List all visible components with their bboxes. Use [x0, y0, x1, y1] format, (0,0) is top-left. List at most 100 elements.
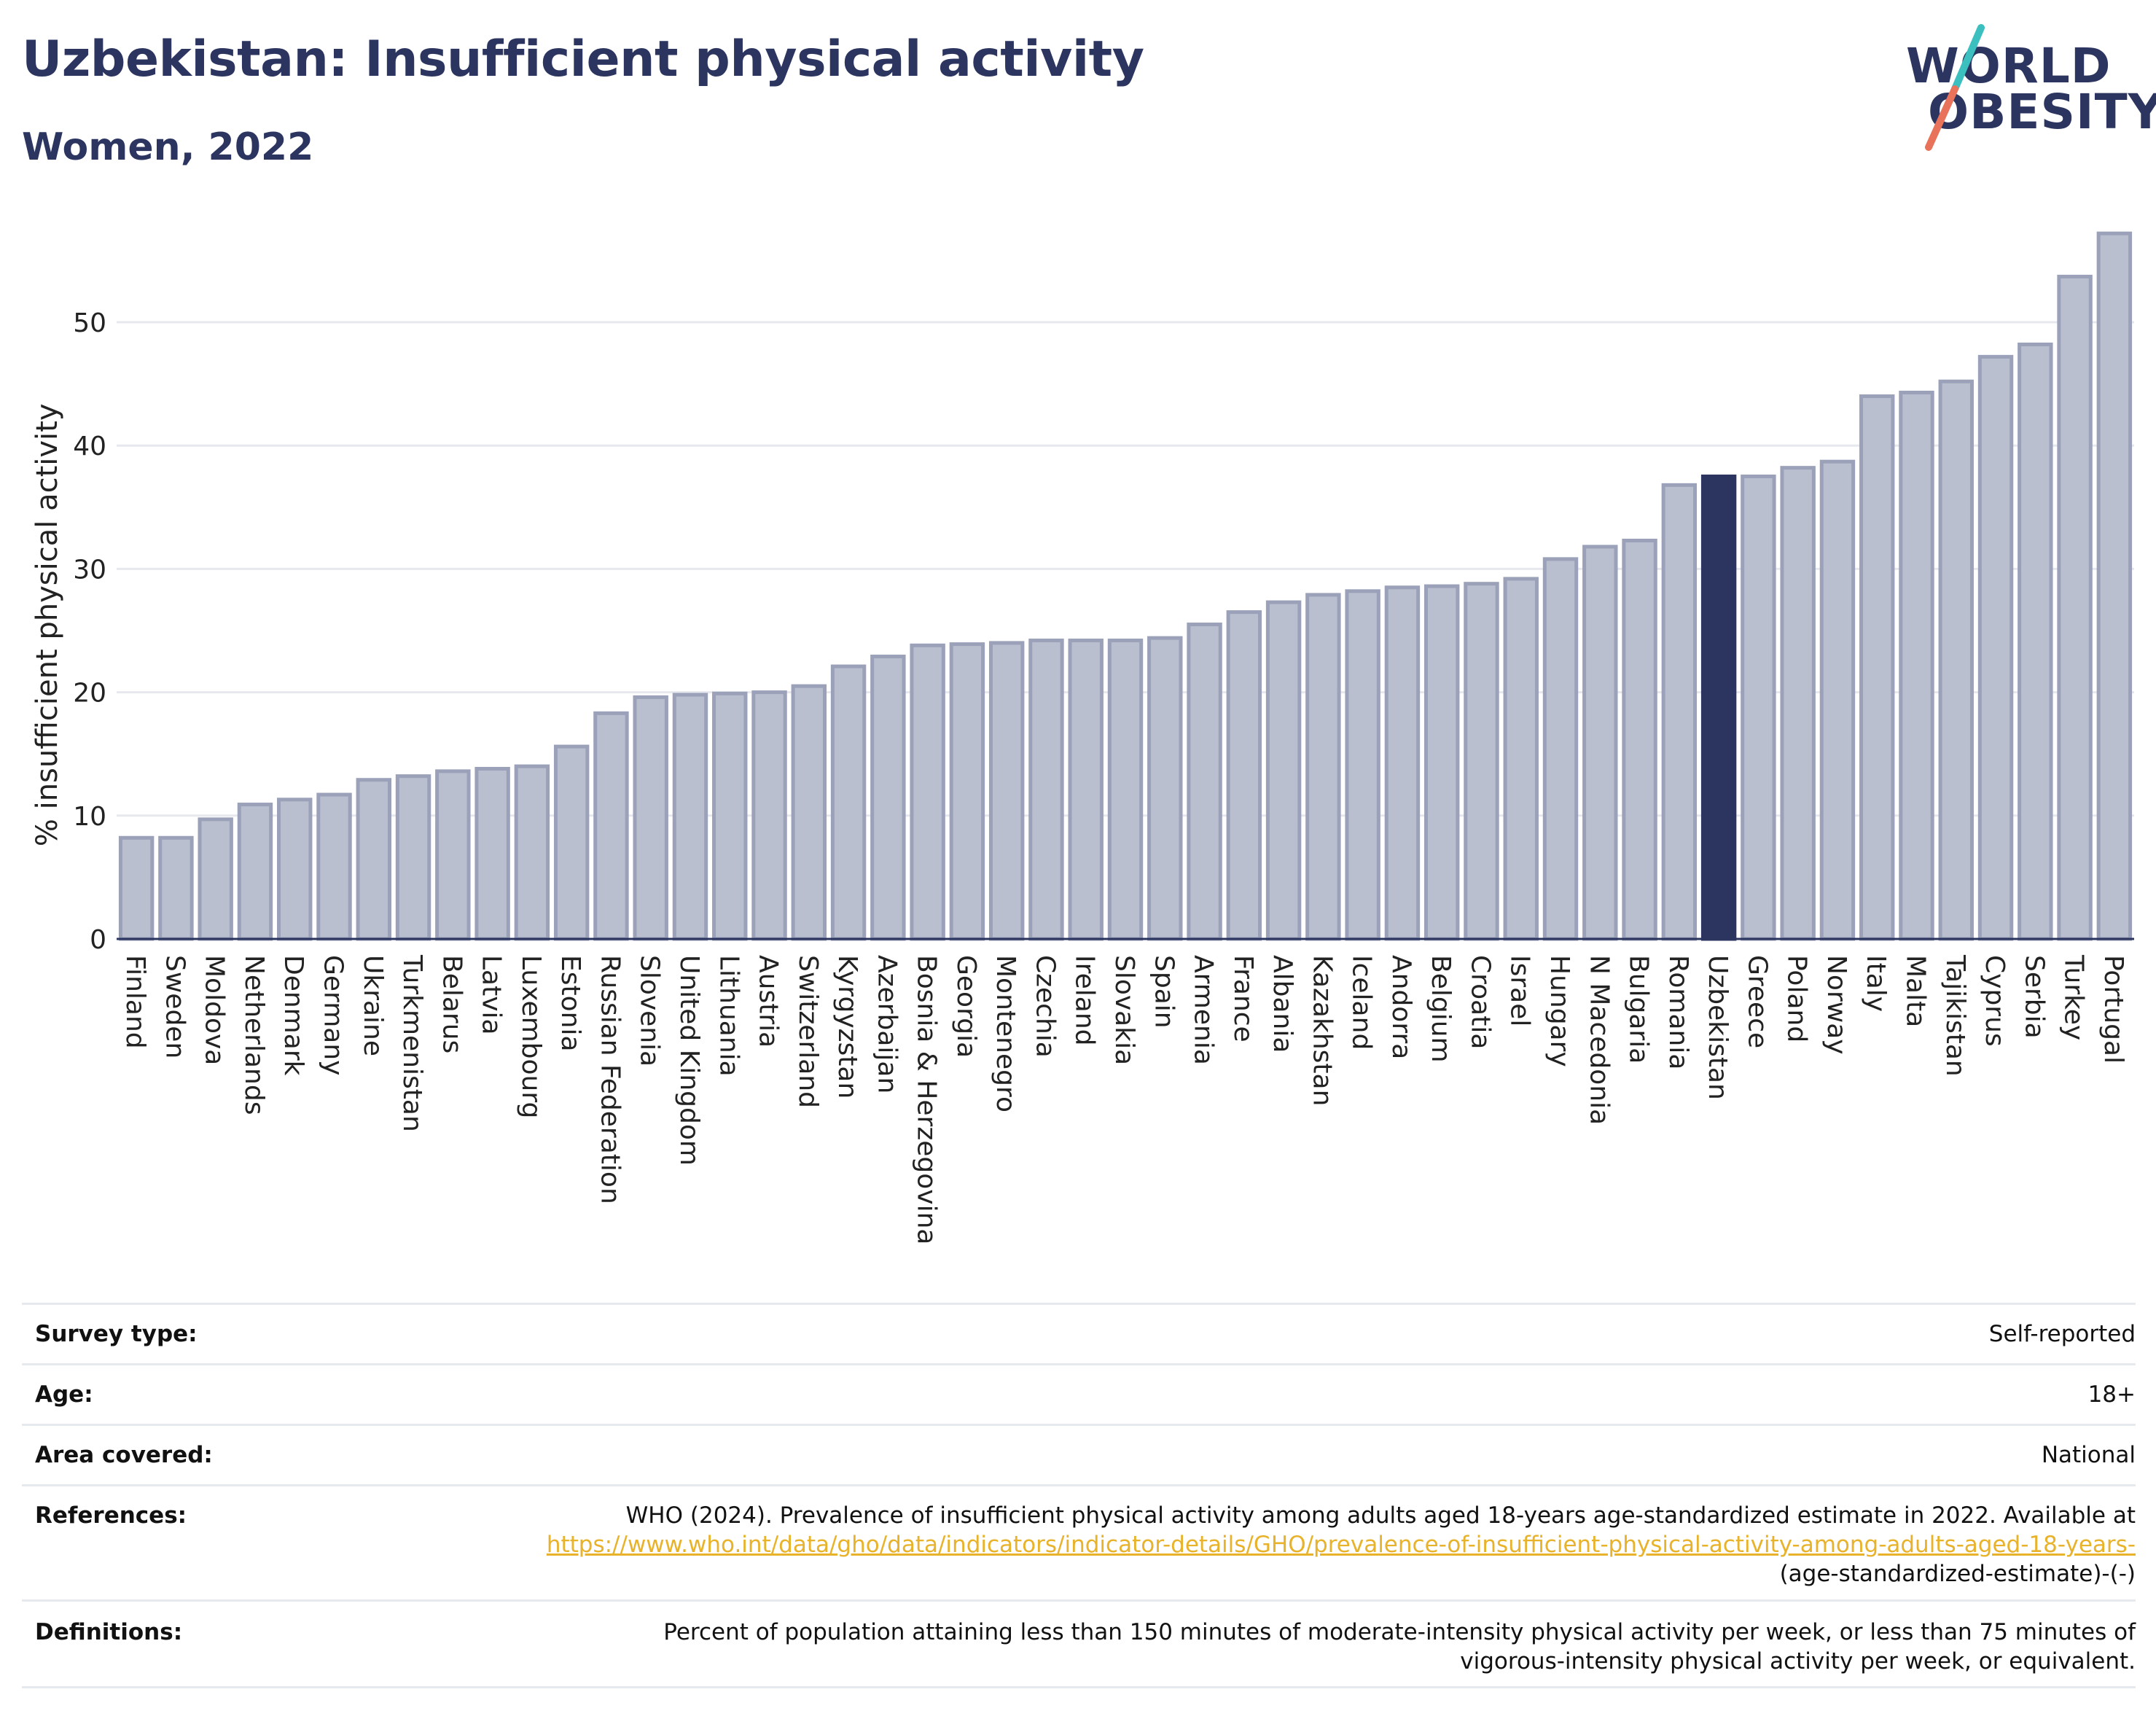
- x-tick-label: Ireland: [1070, 955, 1100, 1046]
- bar-ireland: [1068, 639, 1104, 941]
- x-tick-label: Sweden: [160, 955, 190, 1058]
- x-tick-label: Czechia: [1030, 955, 1060, 1058]
- x-tick-label: Armenia: [1189, 955, 1219, 1065]
- bar-cyprus: [1977, 354, 2014, 941]
- bar-switzerland: [791, 684, 827, 941]
- bar-russian-federation: [593, 711, 629, 941]
- logo-slash-icon: [1925, 24, 1985, 151]
- bar-slovakia: [1107, 639, 1144, 941]
- bar-moldova: [198, 817, 233, 941]
- bar-kyrgyzstan: [830, 664, 867, 941]
- x-tick-label: Israel: [1505, 955, 1535, 1026]
- x-tick-label: Portugal: [2098, 955, 2128, 1064]
- bar-hungary: [1542, 557, 1579, 941]
- x-tick-label: Poland: [1782, 955, 1812, 1042]
- x-tick-label: Kyrgyzstan: [832, 955, 862, 1099]
- bar-luxembourg: [514, 764, 550, 941]
- bar-ukraine: [356, 778, 391, 941]
- bars: [118, 231, 2133, 941]
- bar-slovenia: [633, 695, 668, 941]
- bar-azerbaijan: [870, 655, 906, 941]
- x-tick-label: Croatia: [1465, 955, 1495, 1049]
- bar-israel: [1503, 577, 1539, 941]
- x-tick-label: Slovenia: [635, 955, 665, 1067]
- bar-sweden: [158, 835, 194, 941]
- bar-armenia: [1187, 623, 1222, 941]
- bar-romania: [1661, 483, 1698, 941]
- meta-row-references: References: WHO (2024). Prevalence of in…: [22, 1484, 2136, 1599]
- meta-value: 18+: [2087, 1381, 2136, 1408]
- bar-belarus: [435, 769, 471, 941]
- bar-norway: [1819, 459, 1856, 941]
- x-tick-label: Andorra: [1386, 955, 1416, 1059]
- meta-row-age: Age: 18+: [22, 1363, 2136, 1424]
- x-tick-label: Slovakia: [1109, 955, 1139, 1065]
- page-subtitle: Women, 2022: [22, 125, 314, 169]
- x-tick-label: Iceland: [1347, 955, 1377, 1050]
- meta-label: References:: [35, 1502, 187, 1529]
- x-tick-label: Germany: [319, 955, 348, 1075]
- bar-france: [1226, 610, 1262, 941]
- bar-andorra: [1384, 585, 1421, 941]
- bar-united-kingdom: [672, 693, 708, 941]
- x-tick-label: Russian Federation: [595, 955, 625, 1204]
- bar-czechia: [1028, 639, 1064, 941]
- bar-tajikistan: [1938, 379, 1974, 941]
- meta-value: Self-reported: [1988, 1321, 2136, 1347]
- references-link[interactable]: https://www.who.int/data/gho/data/indica…: [546, 1532, 2136, 1558]
- meta-row-survey-type: Survey type: Self-reported: [22, 1303, 2136, 1363]
- bar-latvia: [474, 767, 510, 941]
- bar-n-macedonia: [1582, 545, 1618, 941]
- bar-greece: [1741, 475, 1776, 941]
- bar-italy: [1859, 394, 1895, 941]
- x-tick-label: Turkey: [2059, 954, 2089, 1040]
- x-tick-label: Netherlands: [239, 955, 269, 1115]
- logo-line2: OBESITY: [1928, 84, 2156, 140]
- bar-belgium: [1423, 584, 1460, 941]
- x-tick-label: Cyprus: [1980, 955, 2009, 1047]
- bar-netherlands: [237, 803, 273, 941]
- x-tick-label: Bosnia & Herzegovina: [912, 955, 942, 1244]
- bar-austria: [751, 690, 787, 941]
- x-tick-label: Estonia: [555, 955, 585, 1052]
- references-value: WHO (2024). Prevalence of insufficient p…: [532, 1501, 2136, 1588]
- metadata-table: Survey type: Self-reported Age: 18+ Area…: [22, 1303, 2136, 1688]
- x-tick-label: Montenegro: [991, 955, 1020, 1112]
- y-tick-label: 0: [90, 925, 106, 955]
- x-tick-label: Albania: [1268, 955, 1297, 1053]
- y-tick-label: 40: [73, 432, 106, 461]
- y-tick-label: 50: [73, 308, 106, 338]
- meta-row-definitions: Definitions: Percent of population attai…: [22, 1599, 2136, 1688]
- x-tick-label: Malta: [1900, 955, 1930, 1027]
- y-axis-label: % insufficient physical activity: [31, 403, 64, 846]
- bar-portugal: [2096, 231, 2133, 941]
- x-tick-label: France: [1228, 955, 1258, 1042]
- bar-serbia: [2018, 342, 2053, 941]
- x-tick-label: Romania: [1663, 955, 1693, 1069]
- bar-georgia: [949, 642, 985, 941]
- meta-value: National: [2041, 1442, 2136, 1468]
- x-tick-label: Luxembourg: [516, 955, 546, 1118]
- x-tick-label: Greece: [1742, 955, 1772, 1048]
- references-text-after: (age-standardized-estimate)-(-): [1779, 1561, 2136, 1587]
- x-axis: Finland Sweden Moldova Netherlands Denmark Ge…: [117, 937, 2134, 1244]
- bar-turkmenistan: [395, 774, 431, 941]
- bar-bosnia-herzegovina: [910, 643, 945, 941]
- bar-germany: [316, 792, 352, 941]
- x-tick-label: Uzbekistan: [1703, 955, 1733, 1100]
- bar-spain: [1147, 636, 1183, 941]
- bar-croatia: [1464, 582, 1499, 941]
- bar-lithuania: [712, 691, 748, 941]
- bar-iceland: [1345, 589, 1380, 941]
- meta-label: Area covered:: [35, 1442, 213, 1468]
- x-tick-label: Bulgaria: [1624, 955, 1654, 1064]
- x-tick-label: United Kingdom: [674, 955, 704, 1166]
- bar-kazakhstan: [1305, 593, 1341, 941]
- page-title: Uzbekistan: Insufficient physical activi…: [22, 31, 1144, 88]
- x-tick-label: Kazakhstan: [1307, 955, 1337, 1106]
- logo-line1: WORLD: [1906, 38, 2112, 94]
- bar-finland: [118, 835, 155, 941]
- x-tick-label: Finland: [120, 955, 150, 1049]
- definitions-value: Percent of population attaining less tha…: [663, 1619, 2136, 1674]
- bar-montenegro: [988, 641, 1025, 941]
